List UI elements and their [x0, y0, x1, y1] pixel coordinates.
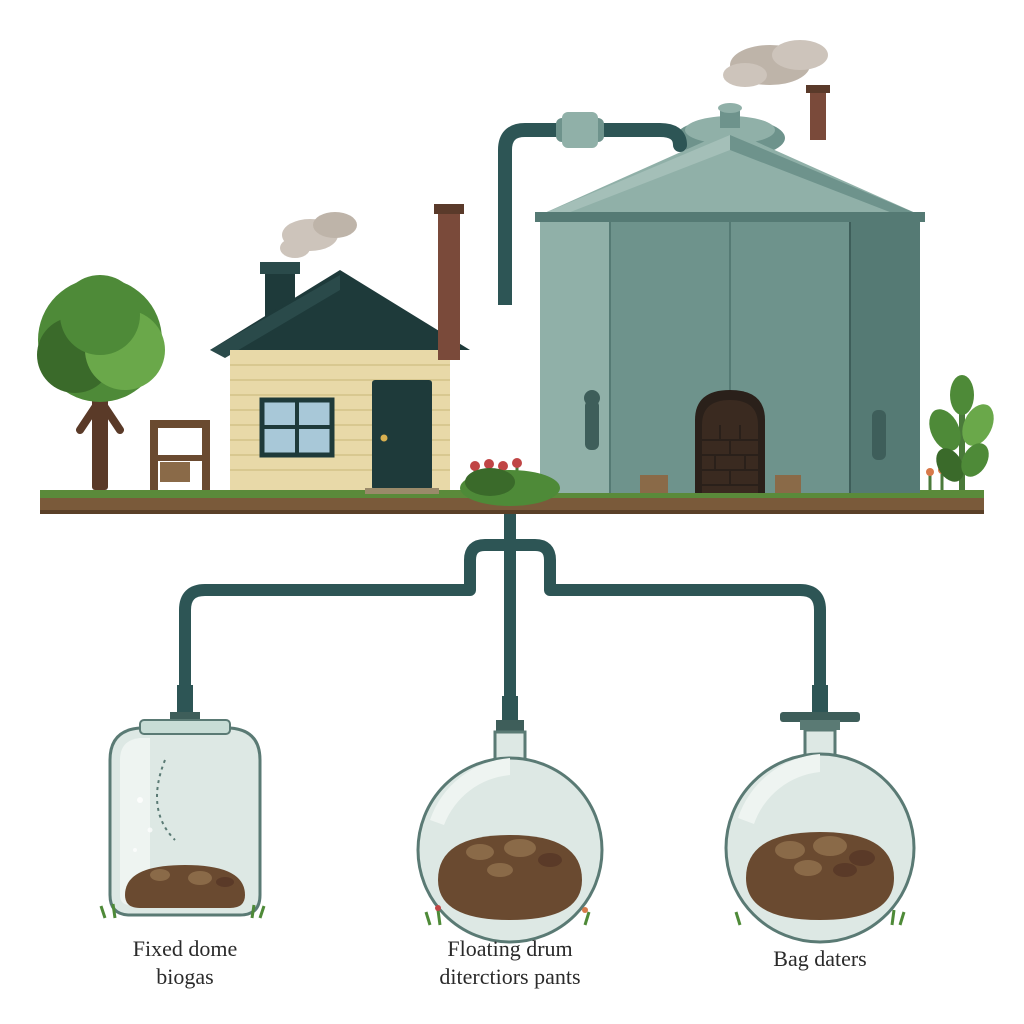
flask-fixed-dome [101, 685, 264, 918]
sapling [923, 375, 1000, 490]
smoke-house [280, 212, 357, 258]
pipes-underground [185, 514, 820, 700]
house [210, 212, 470, 494]
flask-floating-drum [418, 696, 602, 942]
tree-left [37, 275, 165, 490]
flask-bag [726, 685, 914, 942]
label-fixed-line2: biogas [156, 964, 213, 989]
label-fixed-line1: Fixed dome [133, 936, 238, 961]
label-floating-line1: Floating drum [447, 936, 572, 961]
label-bag: Bag daters [730, 945, 910, 973]
label-floating-drum: Floating drum diterctiors pants [400, 935, 620, 990]
smoke-tank [723, 40, 828, 87]
biogas-tank [535, 40, 925, 493]
chimney-back [434, 204, 464, 360]
shed [150, 420, 210, 490]
biogas-infographic [0, 0, 1024, 1024]
label-floating-line2: diterctiors pants [439, 964, 580, 989]
label-bag-line1: Bag daters [773, 946, 866, 971]
label-fixed-dome: Fixed dome biogas [95, 935, 275, 990]
